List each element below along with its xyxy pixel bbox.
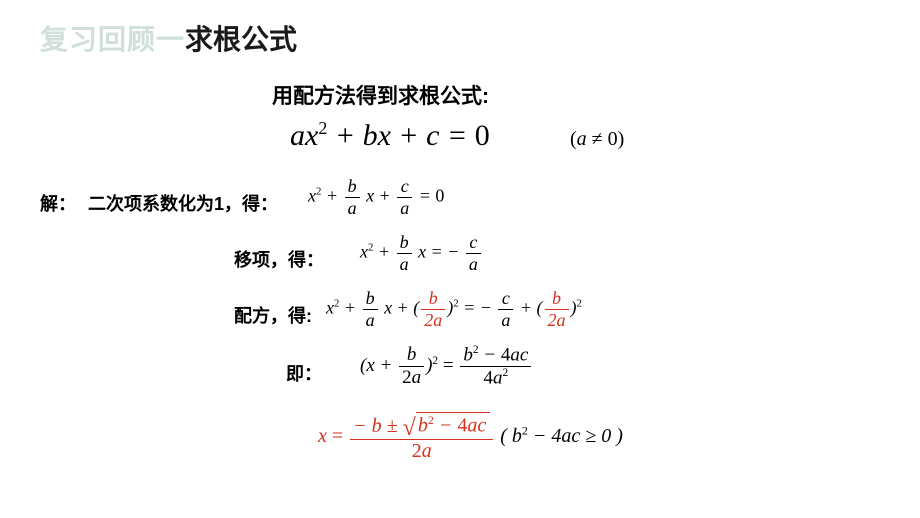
step-label-2: 配方，得: bbox=[234, 302, 312, 328]
quadratic-formula: x = − b ± √b2 − 4ac2a ( b2 − 4ac ≥ 0 ) bbox=[318, 412, 623, 463]
step-label-1: 移项，得： bbox=[234, 246, 324, 272]
step-equation-0: x2 + ba x + ca = 0 bbox=[308, 176, 444, 219]
page-title: 复习回顾一求根公式 bbox=[40, 18, 297, 58]
step-label-3: 即： bbox=[286, 360, 322, 386]
step-equation-1: x2 + ba x = − ca bbox=[360, 232, 483, 275]
solve-label: 解： bbox=[40, 190, 76, 216]
step-label-0: 二次项系数化为1，得： bbox=[88, 190, 278, 216]
title-prefix: 复习回顾一 bbox=[40, 25, 185, 56]
main-condition: (a ≠ 0) bbox=[570, 128, 624, 151]
subtitle: 用配方法得到求根公式: bbox=[272, 80, 489, 110]
step-equation-3: (x + b2a)2 = b2 − 4ac4a2 bbox=[360, 344, 533, 390]
step-equation-2: x2 + ba x + (b2a)2 = − ca + (b2a)2 bbox=[326, 288, 582, 331]
main-equation: ax2 + bx + c = 0 bbox=[290, 118, 490, 153]
title-main: 求根公式 bbox=[185, 25, 297, 56]
